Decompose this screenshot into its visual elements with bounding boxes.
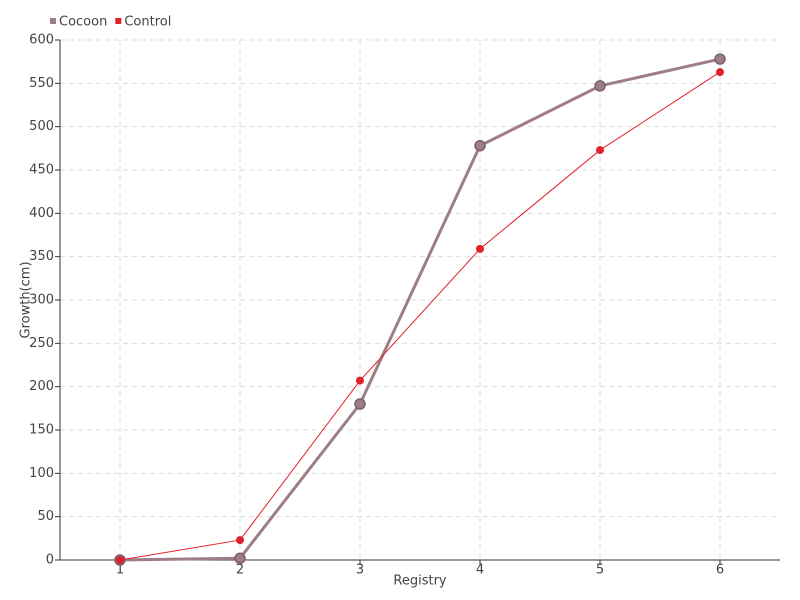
point xyxy=(596,146,604,155)
y-tick-label: 300 xyxy=(29,293,54,308)
point xyxy=(354,398,366,410)
y-tick-label: 450 xyxy=(29,163,54,178)
point xyxy=(474,139,486,152)
point xyxy=(714,53,726,65)
x-tick-label: 3 xyxy=(356,563,364,578)
series-line xyxy=(119,71,721,561)
y-tick-label: 150 xyxy=(29,423,54,438)
point xyxy=(356,376,364,385)
legend-swatch xyxy=(115,18,122,24)
y-tick-label: 200 xyxy=(29,379,54,394)
series-line xyxy=(119,57,721,562)
y-tick-label: 350 xyxy=(29,249,54,264)
x-tick-label: 4 xyxy=(476,563,484,578)
y-tick-label: 50 xyxy=(37,509,54,524)
point xyxy=(116,556,124,564)
legend-label: Control xyxy=(124,15,171,30)
point xyxy=(236,536,244,545)
y-tick-label: 500 xyxy=(29,119,54,134)
legend-swatch xyxy=(50,18,56,24)
y-tick-label: 0 xyxy=(46,553,54,568)
y-tick-label: 250 xyxy=(29,336,54,351)
point xyxy=(234,552,246,565)
x-tick-label: 2 xyxy=(236,563,244,578)
y-axis-label: Growth(cm) xyxy=(19,261,34,338)
y-tick-label: 600 xyxy=(29,33,54,48)
x-tick-label: 6 xyxy=(716,563,724,578)
x-axis-label: Registry xyxy=(393,574,447,589)
point xyxy=(716,68,724,77)
x-tick-label: 1 xyxy=(116,563,124,578)
y-tick-label: 550 xyxy=(29,76,54,91)
point xyxy=(476,244,484,253)
legend-label: Cocoon xyxy=(59,15,107,30)
point xyxy=(594,80,606,92)
y-tick-label: 100 xyxy=(29,466,54,481)
y-tick-label: 400 xyxy=(29,206,54,221)
x-tick-label: 5 xyxy=(596,563,604,578)
